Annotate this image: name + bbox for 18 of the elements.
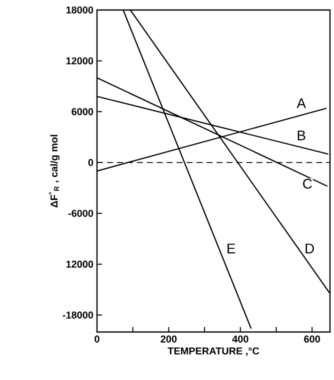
annotation: B — [298, 130, 306, 140]
x-axis-title: TEMPERATURE ,°C — [168, 347, 260, 356]
x-tick-label: 200 — [160, 336, 177, 343]
y-tick-label: 18000 — [66, 6, 94, 14]
annotation: D — [306, 244, 314, 254]
annotation: C — [303, 178, 312, 189]
x-tick-label: 600 — [304, 336, 320, 343]
y-tick-label: -6000 — [68, 210, 94, 217]
y-axis-title: ΔF$^{°}$$_{R}$ , cal/g mol — [49, 134, 60, 208]
x-tick-label: 400 — [232, 336, 248, 343]
y-tick-label: -18000 — [62, 312, 94, 319]
annotation: A — [296, 98, 306, 108]
annotation: E — [228, 244, 236, 254]
y-tick-label: 12000 — [66, 57, 94, 64]
y-tick-label: 12000 — [66, 260, 94, 268]
y-tick-label: 6000 — [72, 108, 94, 116]
x-tick-label: 0 — [94, 336, 100, 343]
y-tick-label: 0 — [88, 159, 94, 166]
